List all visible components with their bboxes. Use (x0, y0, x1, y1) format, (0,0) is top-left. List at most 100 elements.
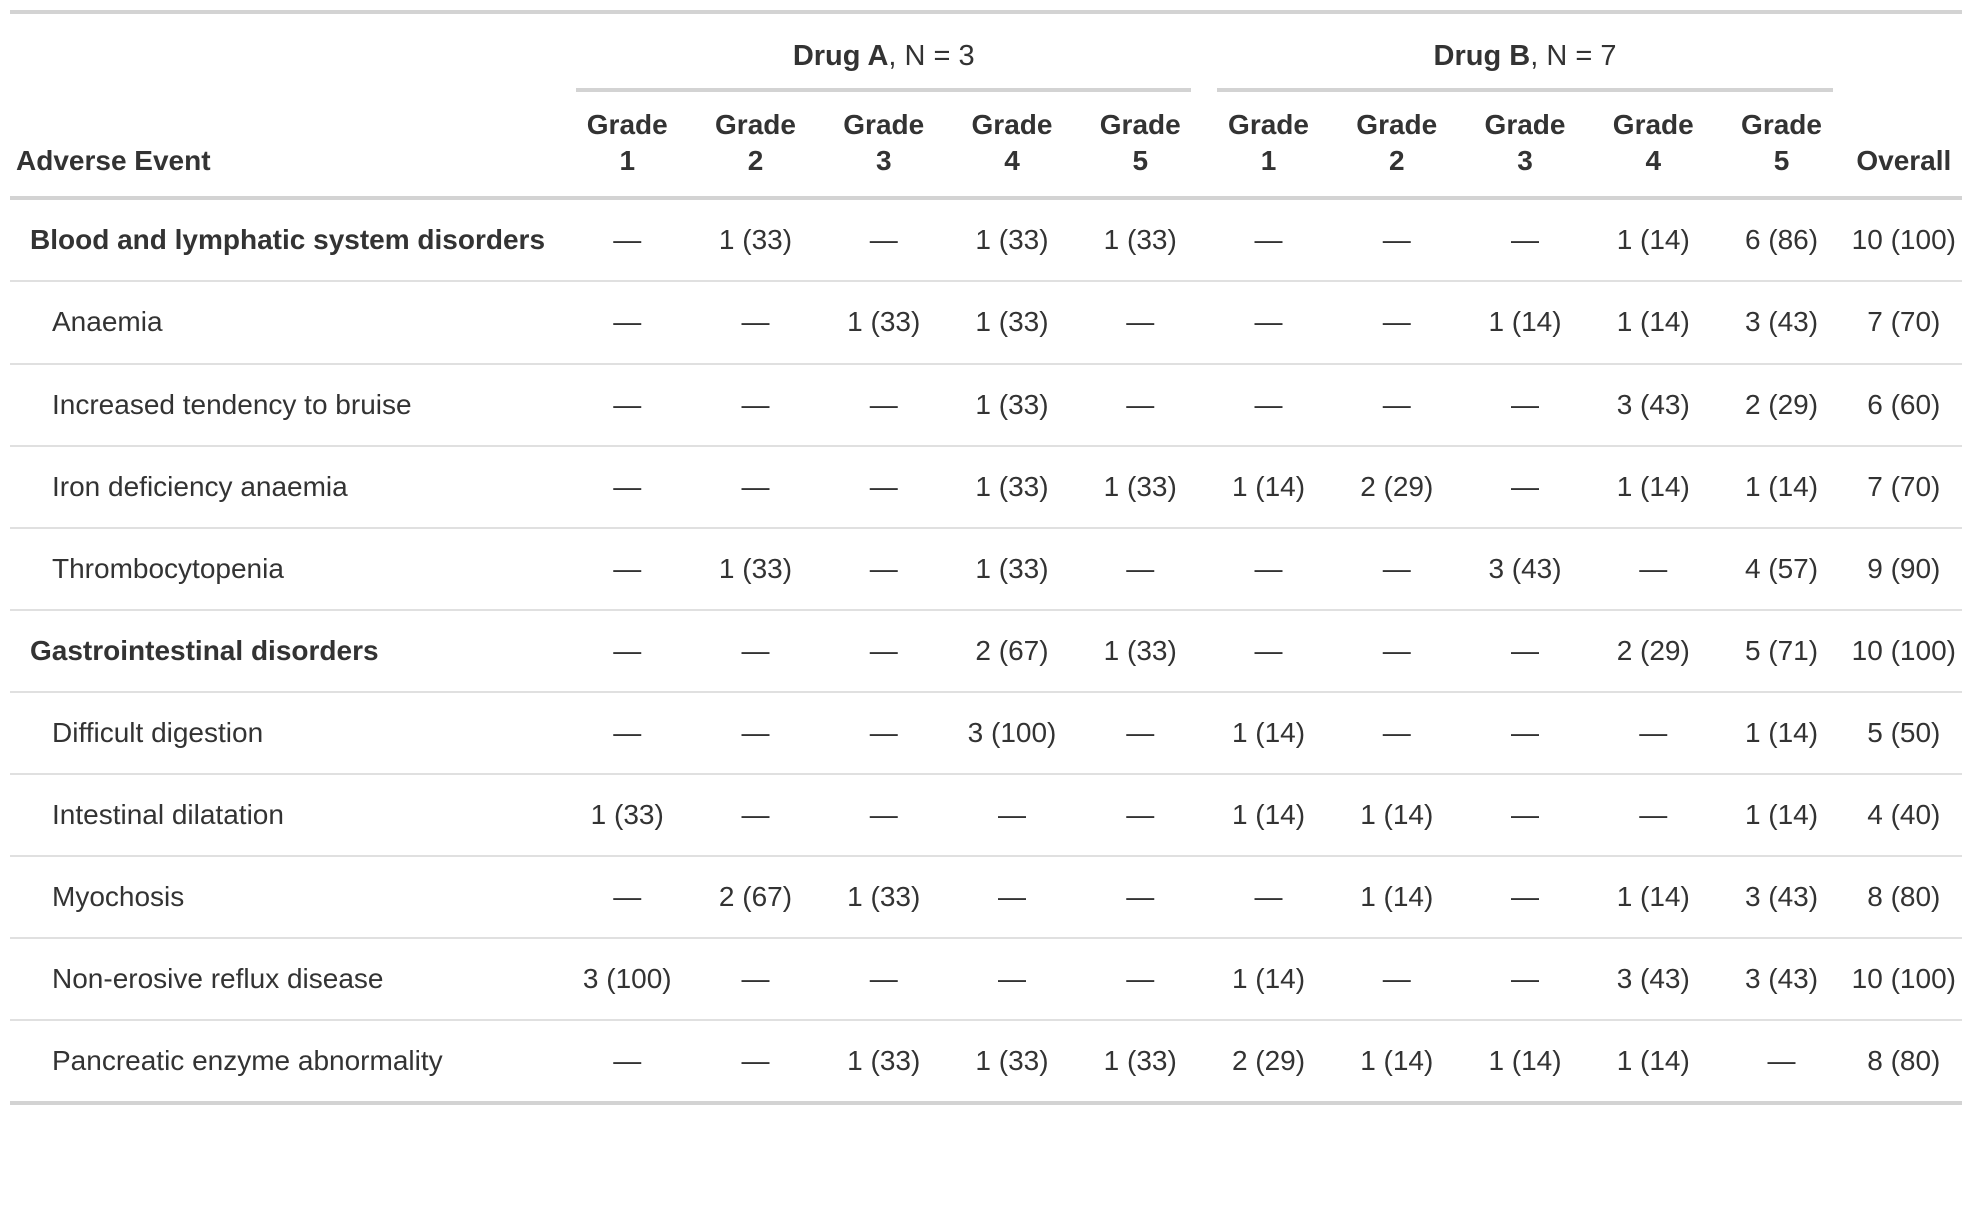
count-cell: — (741, 1045, 770, 1077)
column-header-overall: Overall (1845, 92, 1962, 201)
column-header-b-grade-4: Grade 4 (1589, 92, 1718, 201)
event-label: Anaemia (52, 306, 163, 338)
grade-word: Grade (1612, 108, 1694, 140)
count-cell: — (1382, 224, 1411, 256)
count-cell: 1 (33) (718, 552, 793, 584)
spanner-underline-b (1217, 87, 1833, 92)
count-cell: 10 (100) (1851, 634, 1956, 666)
event-label: Blood and lymphatic system disorders (30, 224, 546, 256)
count-cell: — (1382, 963, 1411, 995)
grade-number: 5 (1132, 144, 1149, 176)
column-header-a-grade-4: Grade 4 (947, 92, 1077, 201)
grade-number: 2 (747, 144, 764, 176)
count-cell: — (1511, 880, 1540, 912)
table-body: Blood and lymphatic system disorders — 1… (10, 198, 1962, 1103)
event-label: Pancreatic enzyme abnormality (52, 1045, 443, 1077)
table-row: Myochosis — 2 (67) 1 (33) — — — 1 (14) —… (10, 856, 1962, 939)
count-cell: — (1639, 716, 1668, 748)
count-cell: — (1126, 963, 1155, 995)
table-row: Difficult digestion — — — 3 (100) — 1 (1… (10, 692, 1962, 774)
count-cell: 5 (50) (1867, 716, 1941, 748)
count-cell: 3 (43) (1744, 963, 1819, 995)
count-cell: 1 (14) (1360, 1045, 1434, 1077)
count-cell: 1 (14) (1616, 880, 1690, 912)
count-cell: — (1511, 388, 1540, 420)
drug-a-name: Drug A (792, 40, 889, 72)
column-header-b-grade-5: Grade 5 (1717, 92, 1846, 201)
count-cell: — (869, 388, 898, 420)
count-cell: 1 (33) (1103, 634, 1177, 666)
count-cell: 1 (14) (1616, 224, 1690, 256)
grade-word: Grade (586, 108, 668, 140)
count-cell: 1 (33) (975, 306, 1049, 338)
event-label: Myochosis (52, 880, 185, 912)
count-cell: 7 (70) (1867, 470, 1941, 502)
event-label: Intestinal dilatation (52, 798, 284, 830)
count-cell: — (741, 716, 770, 748)
grade-number: 2 (1388, 144, 1405, 176)
count-cell: — (998, 798, 1026, 830)
count-cell: — (613, 224, 642, 256)
count-cell: 1 (14) (1616, 306, 1690, 338)
count-cell: — (613, 306, 642, 338)
count-cell: 1 (14) (1744, 716, 1819, 748)
count-cell: — (1126, 880, 1155, 912)
grade-number: 3 (1517, 144, 1533, 176)
grade-number: 1 (619, 144, 636, 176)
count-cell: 1 (33) (975, 1045, 1049, 1077)
spanner-spacer-right (1846, 12, 1962, 93)
count-cell: — (613, 880, 642, 912)
table-row: Anaemia — — 1 (33) 1 (33) — — — 1 (14) 1… (10, 281, 1962, 364)
event-label: Non-erosive reflux disease (52, 963, 384, 995)
count-cell: 3 (43) (1744, 880, 1819, 912)
grade-number: 1 (1260, 144, 1277, 176)
count-cell: — (741, 388, 770, 420)
count-cell: — (869, 963, 898, 995)
grade-number: 4 (1004, 144, 1020, 176)
count-cell: 10 (100) (1851, 224, 1956, 256)
table-row: Non-erosive reflux disease 3 (100) — — —… (10, 938, 1962, 1021)
table-row: Blood and lymphatic system disorders — 1… (10, 198, 1962, 282)
grade-number: 5 (1773, 144, 1790, 176)
count-cell: — (1126, 716, 1155, 748)
grade-word: Grade (1741, 108, 1822, 140)
count-cell: 1 (14) (1360, 798, 1434, 830)
count-cell: 1 (14) (1231, 470, 1306, 502)
event-label: Iron deficiency anaemia (52, 470, 348, 502)
count-cell: — (1126, 306, 1155, 338)
grade-word: Grade (971, 108, 1053, 140)
count-cell: 1 (14) (1231, 798, 1306, 830)
count-cell: 1 (33) (590, 798, 664, 830)
count-cell: — (869, 552, 898, 584)
column-header-adverse-event: Adverse Event (10, 92, 564, 201)
count-cell: 1 (14) (1744, 798, 1819, 830)
drug-b-name: Drug B (1433, 40, 1531, 72)
count-cell: — (1382, 388, 1411, 420)
count-cell: 1 (33) (1103, 470, 1177, 502)
count-cell: 3 (100) (582, 963, 672, 995)
count-cell: — (1254, 552, 1283, 584)
column-header-row: Adverse Event Grade 1 Grade 2 Grade 3 Grade… (10, 92, 1962, 201)
count-cell: 3 (43) (1616, 963, 1690, 995)
count-cell: 1 (33) (847, 1045, 921, 1077)
count-cell: 1 (33) (1103, 224, 1177, 256)
table-row: Thrombocytopenia — 1 (33) — 1 (33) — — —… (10, 528, 1962, 610)
count-cell: — (613, 716, 642, 748)
count-cell: 1 (14) (1616, 1045, 1690, 1077)
drug-a-n: , N = 3 (888, 40, 975, 72)
table-row: Increased tendency to bruise — — — 1 (33… (10, 364, 1962, 446)
drug-b-n: , N = 7 (1530, 40, 1617, 72)
count-cell: 1 (14) (1488, 306, 1562, 338)
table-row: Intestinal dilatation 1 (33) — — — — 1 (… (10, 774, 1962, 856)
count-cell: — (869, 470, 898, 502)
count-cell: 1 (33) (847, 880, 921, 912)
count-cell: — (1639, 552, 1668, 584)
count-cell: — (1254, 634, 1283, 666)
count-cell: — (1511, 470, 1540, 502)
count-cell: 1 (33) (1103, 1045, 1177, 1077)
count-cell: — (869, 716, 898, 748)
event-label: Gastrointestinal disorders (30, 634, 379, 666)
count-cell: 3 (43) (1488, 552, 1562, 584)
count-cell: 4 (40) (1867, 798, 1941, 830)
count-cell: — (741, 470, 770, 502)
